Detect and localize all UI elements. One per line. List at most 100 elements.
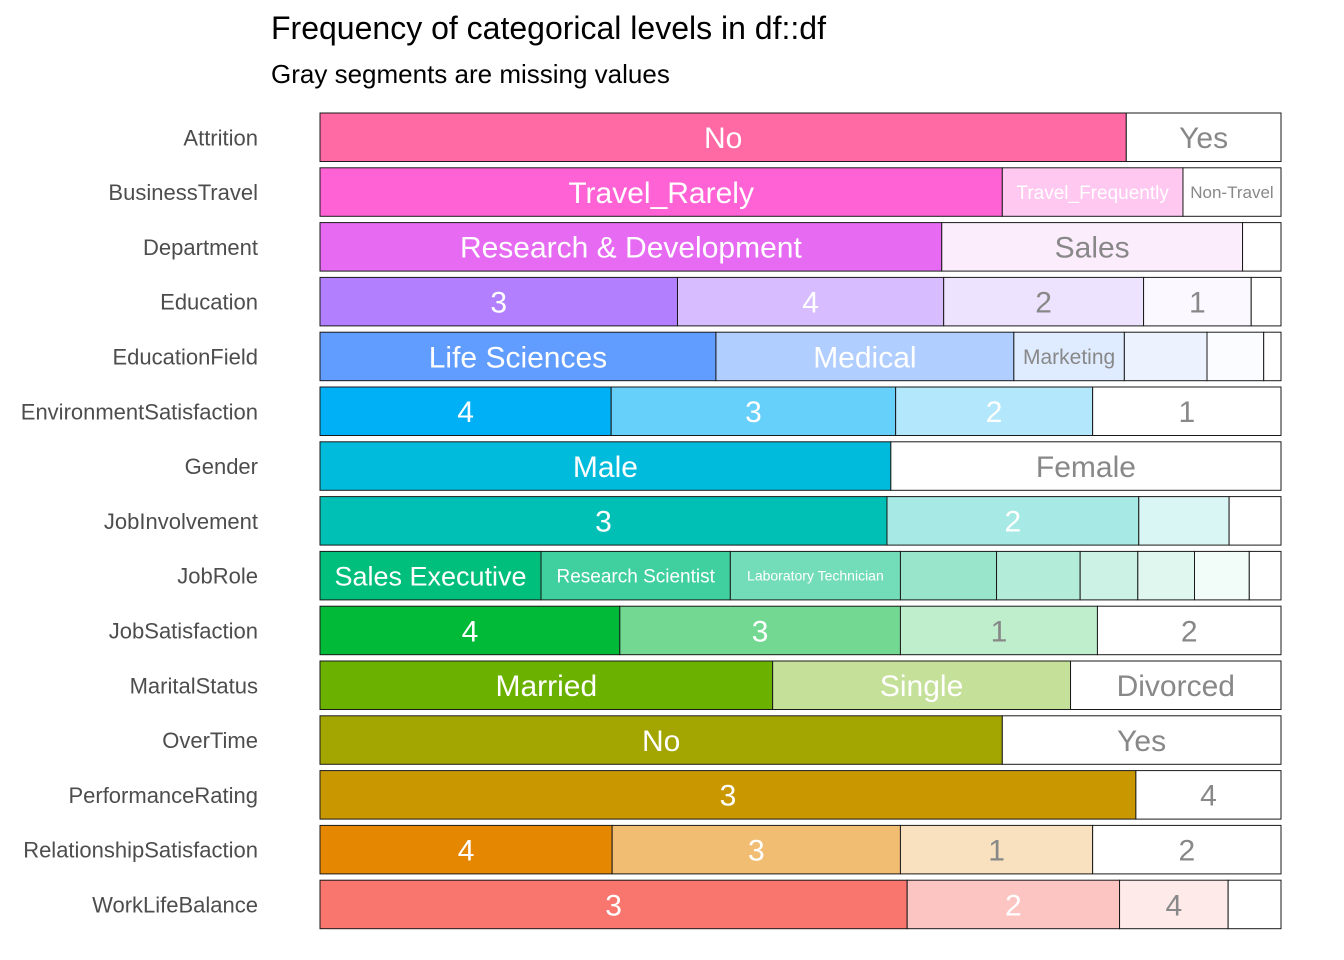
- bar-segment: [1079, 550, 1139, 601]
- bar-segment: [1123, 331, 1208, 382]
- data-label: 4: [802, 286, 819, 319]
- bar-segment: [619, 605, 901, 656]
- bar-segment: [899, 550, 998, 601]
- bar-row: EducationField Life Sciences Medical Market…: [112, 331, 1282, 382]
- bar-segment: [1125, 112, 1282, 162]
- bar-segment: [319, 770, 1137, 820]
- data-label: Sales Executive: [334, 561, 526, 591]
- data-label: Marketing: [1023, 346, 1115, 369]
- data-label: Married: [495, 670, 597, 703]
- bar-segment: [319, 112, 1127, 162]
- data-label: Travel_Frequently: [1016, 183, 1169, 204]
- y-tick-label: MaritalStatus: [130, 673, 258, 698]
- data-label: 3: [720, 780, 737, 813]
- data-label: 3: [745, 396, 762, 429]
- data-label: Female: [1036, 451, 1136, 484]
- bar-segment: [1250, 276, 1282, 327]
- y-tick-label: Education: [160, 290, 258, 315]
- data-label: Non-Travel: [1190, 183, 1273, 202]
- data-label: 4: [1200, 780, 1217, 813]
- data-label: 3: [752, 615, 769, 648]
- data-label: Yes: [1179, 122, 1228, 155]
- data-label: 4: [458, 834, 475, 867]
- bar-row: Education 3 4 2 1: [160, 276, 1282, 327]
- bar-segment: [1228, 496, 1282, 546]
- y-tick-label: OverTime: [162, 728, 258, 753]
- data-label: Research Scientist: [556, 566, 715, 587]
- y-tick-label: EducationField: [112, 344, 258, 369]
- bar-segment: [676, 276, 945, 327]
- chart-subtitle: Gray segments are missing values: [271, 59, 670, 89]
- bar-row: JobInvolvement 3 2: [104, 496, 1282, 546]
- bar-segment: [1119, 879, 1229, 930]
- y-tick-label: Department: [143, 235, 258, 260]
- bar-segment: [540, 550, 731, 601]
- data-label: Divorced: [1117, 670, 1235, 703]
- data-label: No: [642, 725, 680, 758]
- bar-segment: [319, 879, 908, 930]
- bar-segment: [1138, 496, 1230, 546]
- data-label: 2: [1035, 286, 1052, 319]
- bar-segment: [1092, 824, 1282, 875]
- bar-segment: [319, 824, 613, 875]
- bar-segment: [319, 496, 888, 546]
- data-label: Sales: [1055, 232, 1130, 265]
- bar-segment: [895, 386, 1094, 436]
- bar-row: RelationshipSatisfaction 4 3 1 2: [23, 824, 1282, 875]
- y-tick-label: BusinessTravel: [108, 180, 258, 205]
- bar-segment: [1013, 331, 1125, 382]
- bar-segment: [1263, 331, 1282, 382]
- data-label: 4: [457, 396, 474, 429]
- data-label: Laboratory Technician: [747, 568, 884, 584]
- y-tick-label: PerformanceRating: [68, 783, 258, 808]
- y-tick-label: Gender: [185, 454, 258, 479]
- data-label: Yes: [1117, 725, 1166, 758]
- data-label: 1: [988, 834, 1005, 867]
- y-tick-label: JobInvolvement: [104, 509, 258, 534]
- bar-segment: [715, 331, 1015, 382]
- bar-segment: [1001, 715, 1282, 765]
- bar-segment: [1242, 222, 1282, 272]
- bar-segment: [1194, 550, 1250, 601]
- bar-segment: [319, 276, 678, 327]
- bar-segment: [319, 660, 774, 710]
- y-tick-label: JobRole: [177, 564, 258, 589]
- data-label: 2: [986, 396, 1003, 429]
- data-label: Single: [880, 670, 963, 703]
- chart-title: Frequency of categorical levels in df::d…: [271, 10, 826, 46]
- y-tick-label: JobSatisfaction: [109, 618, 258, 643]
- data-label: No: [704, 122, 742, 155]
- data-label: Life Sciences: [429, 341, 607, 374]
- bar-segment: [319, 331, 717, 382]
- bar-segment: [1096, 605, 1282, 656]
- data-label: 4: [1166, 889, 1183, 922]
- y-tick-label: RelationshipSatisfaction: [23, 838, 258, 863]
- bar-segment: [996, 550, 1081, 601]
- bar-segment: [943, 276, 1145, 327]
- data-label: 2: [1005, 889, 1022, 922]
- data-label: 1: [1178, 396, 1195, 429]
- bar-row: BusinessTravel Travel_Rarely Travel_Freque…: [108, 167, 1282, 217]
- bar-segment: [906, 879, 1121, 930]
- y-tick-label: Attrition: [183, 125, 258, 150]
- bar-segment: [611, 824, 901, 875]
- bar-segment: [319, 605, 621, 656]
- bar-segment: [319, 715, 1003, 765]
- data-label: 4: [462, 615, 479, 648]
- bar-segment: [941, 222, 1244, 272]
- bar-segment: [1143, 276, 1252, 327]
- bar-row: Department Research & Development Sales: [143, 222, 1282, 272]
- bar-segment: [899, 605, 1098, 656]
- data-label: 3: [748, 834, 765, 867]
- data-label: Travel_Rarely: [568, 177, 754, 210]
- data-label: 1: [1189, 286, 1206, 319]
- data-label: 2: [1178, 834, 1195, 867]
- bar-segment: [1092, 386, 1282, 436]
- bar-segment: [1227, 879, 1282, 930]
- data-label: Medical: [813, 341, 916, 374]
- bar-segment: [1248, 550, 1282, 601]
- data-label: 3: [605, 889, 622, 922]
- bar-segment: [890, 441, 1282, 491]
- bar-segment: [319, 222, 943, 272]
